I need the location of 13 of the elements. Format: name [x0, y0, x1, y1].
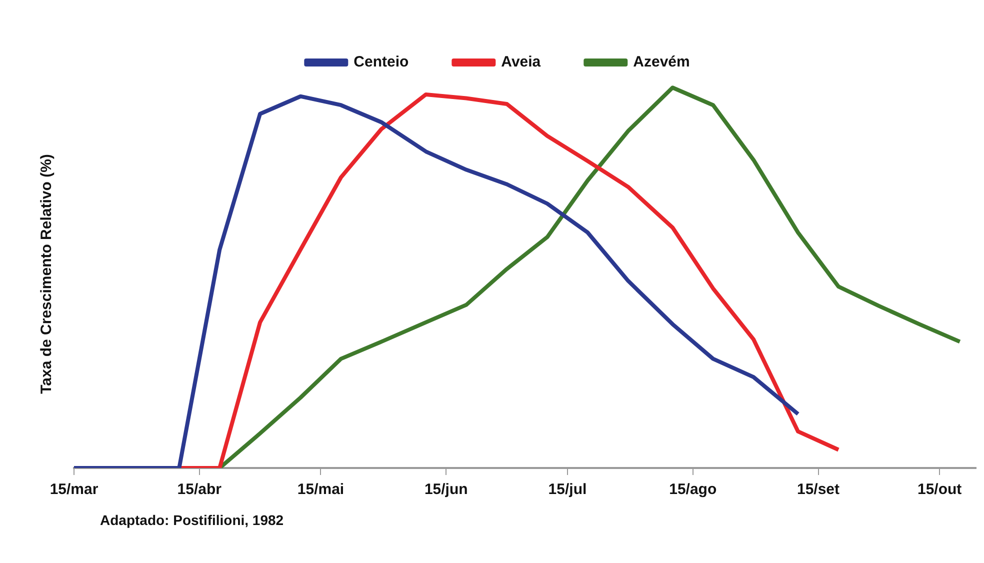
- legend-label: Azevém: [633, 54, 690, 71]
- x-tick-label: 15/set: [796, 481, 840, 498]
- y-axis-title: Taxa de Crescimento Relativo (%): [38, 154, 56, 394]
- legend-label: Aveia: [501, 54, 542, 71]
- x-tick-label: 15/ago: [669, 481, 717, 498]
- x-tick-label: 15/jul: [548, 481, 587, 498]
- legend-label: Centeio: [354, 54, 409, 71]
- x-tick-label: 15/mai: [297, 481, 344, 498]
- x-tick-label: 15/out: [918, 481, 962, 498]
- text: Adaptado: Postifilioni, 1982: [100, 512, 284, 528]
- x-tick-label: 15/jun: [424, 481, 468, 498]
- x-tick-label: 15/mar: [50, 481, 98, 498]
- x-tick-label: 15/abr: [177, 481, 222, 498]
